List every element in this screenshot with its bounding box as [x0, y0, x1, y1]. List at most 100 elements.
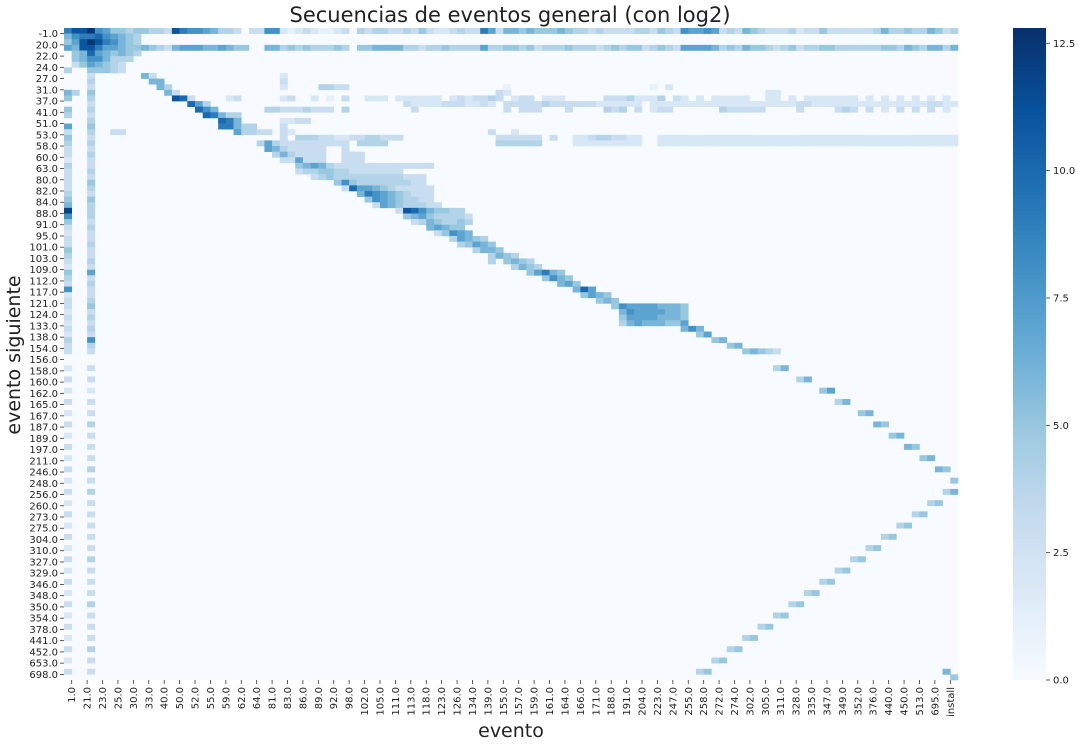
x-tick-label: 123.0	[437, 687, 448, 716]
y-tick-label: 95.0	[36, 231, 58, 242]
heatmap-cell	[87, 432, 96, 439]
heatmap-cell	[102, 44, 111, 51]
x-tick-label: 311.0	[776, 687, 787, 716]
heatmap-cell	[302, 162, 311, 169]
heatmap-cell	[911, 101, 920, 107]
heatmap-cell	[526, 28, 535, 34]
y-axis-label: evento siguiente	[3, 275, 25, 434]
heatmap-cell	[842, 106, 851, 113]
heatmap-cell	[904, 134, 913, 141]
heatmap-cell	[719, 44, 728, 51]
heatmap-cell	[726, 106, 735, 113]
y-tick-label: 154.0	[29, 344, 58, 355]
heatmap-cell	[302, 146, 311, 152]
heatmap-cell	[711, 101, 720, 107]
heatmap-cell	[649, 303, 658, 310]
heatmap-cell	[865, 44, 874, 51]
heatmap-cell	[179, 95, 188, 102]
heatmap-cell	[326, 134, 335, 141]
heatmap-cell	[87, 421, 96, 428]
heatmap-cell	[464, 213, 473, 220]
heatmap-cell	[364, 168, 373, 175]
heatmap-cell	[457, 224, 466, 231]
heatmap-cell	[241, 129, 250, 136]
x-tick-label: 50.0	[175, 687, 186, 709]
heatmap-cell	[688, 325, 697, 332]
heatmap-cell	[672, 140, 681, 147]
heatmap-cell	[287, 146, 296, 152]
y-tick-label: 60.0	[36, 153, 58, 164]
heatmap-cell	[595, 297, 604, 304]
heatmap-cell	[426, 95, 435, 102]
heatmap-cell	[287, 28, 296, 34]
heatmap-cell	[618, 140, 627, 147]
heatmap-cell	[665, 28, 674, 34]
heatmap-cell	[71, 28, 80, 34]
heatmap-cell	[611, 95, 620, 102]
heatmap-cell	[503, 101, 512, 107]
y-tick-label: 133.0	[29, 321, 58, 332]
heatmap-cell	[642, 309, 651, 315]
y-tick-label: 346.0	[29, 580, 58, 591]
chart-title: Secuencias de eventos general (con log2)	[289, 3, 730, 27]
heatmap-cell	[526, 101, 535, 107]
heatmap-cell	[464, 235, 473, 242]
heatmap-cell	[480, 101, 489, 107]
x-tick-label: 98.0	[345, 687, 356, 709]
heatmap-cell	[572, 286, 581, 293]
heatmap-cell	[588, 101, 597, 107]
y-tick-label: 260.0	[29, 501, 58, 512]
heatmap-cell	[464, 219, 473, 226]
heatmap-cell	[102, 28, 111, 34]
heatmap-cell	[64, 213, 73, 220]
heatmap-cell	[819, 101, 828, 107]
heatmap-cell	[803, 95, 812, 102]
heatmap-cell	[564, 101, 573, 107]
heatmap-cell	[726, 95, 735, 102]
y-tick-label: 138.0	[29, 333, 58, 344]
heatmap-cell	[649, 314, 658, 321]
heatmap-cell	[264, 129, 273, 136]
heatmap-cell	[433, 28, 442, 34]
x-tick-label: 92.0	[329, 687, 340, 709]
heatmap-cell	[518, 264, 527, 270]
heatmap-cell	[857, 556, 866, 563]
heatmap-cell	[626, 140, 635, 147]
heatmap-cell	[87, 556, 96, 563]
x-tick-label: 62.0	[237, 687, 248, 709]
heatmap-cell	[241, 44, 250, 51]
heatmap-cell	[395, 174, 404, 181]
heatmap-cell	[695, 28, 704, 34]
heatmap-cell	[557, 280, 566, 287]
heatmap-cell	[395, 202, 404, 209]
heatmap-cell	[572, 134, 581, 141]
heatmap-cell	[634, 134, 643, 141]
heatmap-cell	[171, 28, 180, 34]
heatmap-cell	[603, 95, 612, 102]
heatmap-cell	[310, 174, 319, 181]
heatmap-cell	[742, 134, 751, 141]
heatmap-cell	[64, 398, 73, 405]
heatmap-cell	[526, 95, 535, 102]
heatmap-cell	[279, 106, 288, 113]
x-tick-label: 204.0	[638, 687, 649, 716]
heatmap-cell	[842, 140, 851, 147]
heatmap-cell	[719, 657, 728, 664]
heatmap-cell	[341, 134, 350, 141]
heatmap-cell	[904, 140, 913, 147]
heatmap-cell	[426, 44, 435, 51]
heatmap-cell	[148, 28, 157, 34]
heatmap-cell	[233, 112, 242, 119]
heatmap-cell	[410, 28, 419, 34]
heatmap-cell	[711, 28, 720, 34]
heatmap-cell	[272, 106, 281, 113]
heatmap-cell	[549, 134, 558, 141]
heatmap-cell	[87, 179, 96, 186]
heatmap-cell	[873, 140, 882, 147]
y-tick-label: 327.0	[29, 557, 58, 568]
heatmap-cell	[410, 219, 419, 226]
y-tick-label: 248.0	[29, 479, 58, 490]
heatmap-cell	[279, 95, 288, 102]
heatmap-cell	[634, 95, 643, 102]
heatmap-cells	[64, 28, 959, 681]
